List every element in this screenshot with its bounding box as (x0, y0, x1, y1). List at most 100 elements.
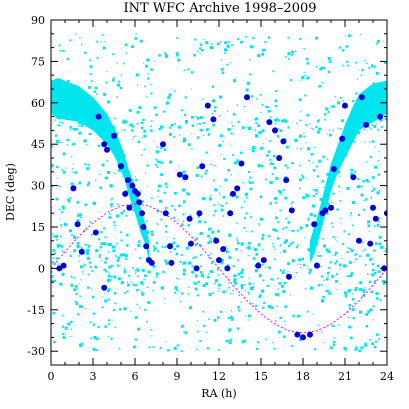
y-tick-label: -15 (27, 304, 45, 317)
observation-point (232, 124, 234, 127)
observation-point (267, 150, 271, 153)
observation-point (248, 277, 250, 279)
observation-point (355, 347, 358, 350)
observation-point (283, 269, 285, 272)
observation-point (275, 293, 278, 296)
highlighted-point (286, 273, 292, 280)
observation-point (155, 113, 158, 117)
observation-point (315, 125, 318, 128)
observation-point (199, 53, 201, 55)
observation-point (233, 127, 235, 129)
observation-point (88, 261, 91, 264)
observation-point (174, 286, 178, 290)
observation-point (198, 122, 201, 125)
observation-point (355, 345, 357, 348)
observation-point (371, 94, 374, 97)
highlighted-point (176, 171, 183, 178)
observation-point (371, 186, 373, 188)
observation-point (266, 154, 269, 157)
observation-point (120, 239, 123, 242)
highlighted-point (139, 210, 145, 217)
observation-point (157, 196, 159, 198)
observation-point (271, 173, 274, 175)
observation-point (282, 227, 285, 230)
observation-point (129, 310, 131, 312)
observation-point (332, 324, 335, 328)
observation-point (357, 214, 360, 217)
observation-point (272, 70, 275, 73)
observation-point (167, 349, 170, 352)
observation-point (177, 125, 181, 129)
observation-point (269, 268, 271, 270)
observation-point (119, 253, 123, 257)
observation-point (78, 131, 82, 135)
highlighted-point (238, 160, 245, 167)
observation-point (61, 314, 64, 317)
observation-point (237, 120, 240, 123)
highlighted-point (60, 262, 67, 269)
observation-point (228, 341, 232, 345)
observation-point (300, 111, 302, 113)
observation-point (245, 290, 247, 292)
observation-point (165, 185, 168, 188)
observation-point (150, 83, 152, 86)
observation-point (361, 69, 364, 72)
observation-point (62, 49, 65, 52)
observation-point (75, 106, 78, 110)
observation-point (327, 57, 331, 61)
observation-point (364, 344, 367, 347)
observation-point (345, 349, 347, 352)
observation-point (254, 129, 257, 131)
highlighted-point (328, 204, 334, 211)
observation-point (292, 241, 295, 244)
observation-point (252, 37, 255, 40)
observation-point (137, 275, 139, 278)
observation-point (305, 142, 307, 144)
observation-point (236, 239, 239, 242)
observation-point (319, 198, 323, 201)
observation-point (355, 92, 358, 95)
observation-point (148, 346, 151, 349)
observation-point (324, 119, 326, 121)
observation-point (246, 247, 248, 249)
observation-point (219, 95, 223, 99)
observation-point (224, 48, 228, 52)
observation-point (379, 299, 382, 302)
observation-point (192, 281, 194, 283)
observation-point (79, 216, 82, 219)
observation-point (182, 178, 184, 181)
observation-point (122, 62, 125, 65)
observation-point (94, 266, 97, 269)
highlighted-point (95, 113, 102, 120)
observation-point (319, 254, 322, 257)
observation-point (369, 155, 372, 158)
highlighted-point (134, 190, 141, 197)
observation-point (339, 176, 341, 178)
observation-point (233, 274, 236, 278)
observation-point (359, 310, 363, 314)
observation-point (220, 204, 223, 207)
observation-point (365, 198, 368, 201)
observation-point (376, 297, 379, 300)
observation-point (242, 182, 244, 184)
observation-point (359, 118, 362, 122)
observation-point (110, 275, 113, 278)
observation-point (189, 306, 192, 310)
observation-point (287, 221, 291, 224)
observation-point (372, 82, 375, 84)
observation-point (174, 208, 176, 211)
observation-point (318, 220, 320, 222)
observation-point (109, 243, 113, 246)
observation-point (67, 200, 71, 203)
observation-point (224, 178, 228, 182)
observation-point (369, 280, 372, 283)
observation-point (384, 118, 387, 121)
observation-point (371, 65, 374, 68)
observation-point (72, 142, 76, 146)
observation-point (332, 235, 334, 238)
observation-point (117, 80, 120, 83)
observation-point (213, 214, 215, 217)
observation-point (220, 258, 224, 262)
observation-point (51, 261, 55, 264)
